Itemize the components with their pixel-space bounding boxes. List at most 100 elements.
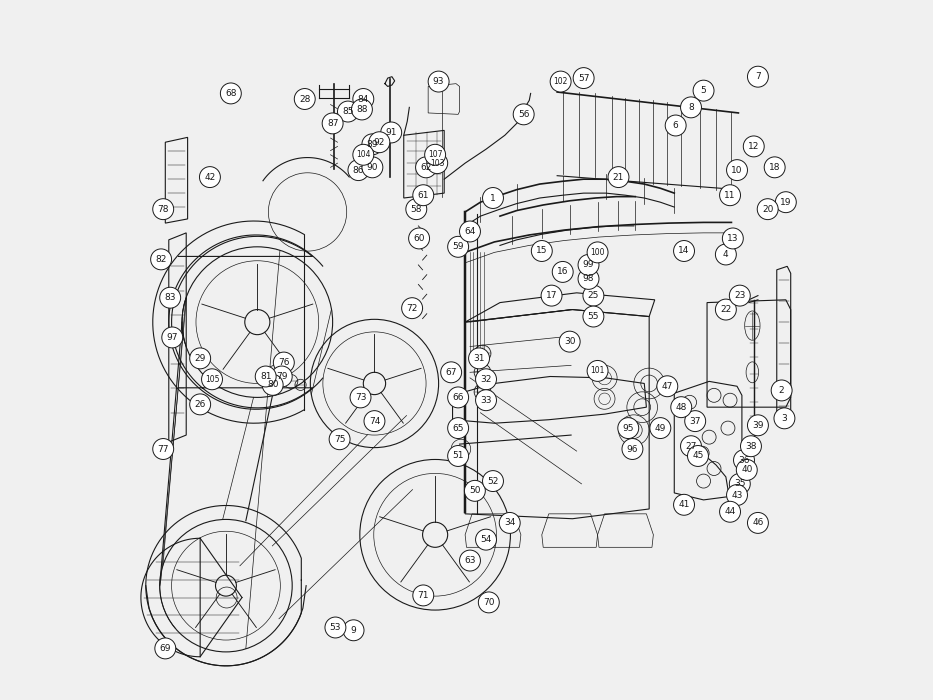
Text: 34: 34 (504, 519, 515, 527)
Circle shape (406, 199, 426, 220)
Text: 18: 18 (769, 163, 780, 172)
Text: 80: 80 (267, 380, 278, 389)
Circle shape (256, 366, 276, 387)
Text: 64: 64 (465, 227, 476, 236)
Circle shape (674, 241, 694, 262)
Circle shape (415, 157, 437, 178)
Circle shape (426, 153, 448, 174)
Text: 26: 26 (194, 400, 206, 409)
Circle shape (531, 241, 552, 262)
Circle shape (364, 411, 385, 432)
Circle shape (409, 228, 429, 249)
Text: 69: 69 (160, 644, 171, 653)
Text: 68: 68 (225, 89, 237, 98)
Text: 42: 42 (204, 173, 216, 181)
Circle shape (772, 380, 792, 401)
Text: 98: 98 (583, 274, 594, 284)
Circle shape (381, 122, 402, 143)
Circle shape (362, 157, 383, 178)
Text: 72: 72 (407, 304, 418, 313)
Circle shape (764, 157, 786, 178)
Text: 60: 60 (413, 234, 425, 243)
Text: 20: 20 (762, 204, 773, 214)
Text: 63: 63 (465, 556, 476, 565)
Circle shape (412, 585, 434, 606)
Circle shape (578, 268, 599, 289)
Circle shape (343, 620, 364, 640)
Text: 12: 12 (748, 142, 759, 151)
Circle shape (573, 68, 594, 88)
Text: 91: 91 (385, 128, 397, 137)
Circle shape (541, 285, 562, 306)
Text: 65: 65 (453, 424, 464, 433)
Text: 79: 79 (276, 372, 287, 381)
Circle shape (329, 429, 350, 449)
Text: 86: 86 (353, 166, 364, 174)
Text: 59: 59 (453, 242, 464, 251)
Circle shape (153, 199, 174, 220)
Text: 44: 44 (724, 508, 736, 517)
Circle shape (353, 88, 374, 109)
Text: 11: 11 (724, 190, 736, 199)
Circle shape (747, 415, 769, 436)
Circle shape (262, 374, 283, 395)
Circle shape (200, 167, 220, 188)
Text: 45: 45 (692, 452, 703, 461)
Circle shape (352, 99, 372, 120)
Text: 32: 32 (480, 374, 492, 384)
Circle shape (348, 160, 369, 181)
Circle shape (448, 418, 468, 438)
Circle shape (428, 71, 449, 92)
Text: 107: 107 (428, 150, 442, 160)
Circle shape (468, 348, 490, 369)
Text: 81: 81 (260, 372, 272, 381)
Circle shape (153, 438, 174, 459)
Text: 16: 16 (557, 267, 568, 276)
Text: 104: 104 (356, 150, 370, 160)
Circle shape (665, 115, 686, 136)
Text: 66: 66 (453, 393, 464, 402)
Text: 54: 54 (480, 535, 492, 544)
Text: 15: 15 (536, 246, 548, 256)
Circle shape (747, 512, 769, 533)
Text: 7: 7 (755, 72, 760, 81)
Text: 25: 25 (588, 291, 599, 300)
Circle shape (160, 287, 181, 308)
Circle shape (583, 285, 604, 306)
Text: 49: 49 (655, 424, 666, 433)
Text: 73: 73 (355, 393, 367, 402)
Circle shape (150, 249, 172, 270)
Text: 3: 3 (782, 414, 787, 423)
Circle shape (716, 299, 736, 320)
Text: 62: 62 (421, 163, 432, 172)
Text: 41: 41 (678, 500, 689, 510)
Circle shape (680, 436, 702, 456)
Circle shape (294, 88, 315, 109)
Circle shape (657, 376, 677, 397)
Circle shape (719, 185, 741, 206)
Circle shape (273, 352, 294, 373)
Circle shape (322, 113, 343, 134)
Text: 82: 82 (156, 255, 167, 264)
Circle shape (775, 192, 796, 213)
Text: 102: 102 (553, 77, 568, 86)
Circle shape (476, 529, 496, 550)
Text: 5: 5 (701, 86, 706, 95)
Text: 52: 52 (487, 477, 498, 486)
Circle shape (476, 369, 496, 390)
Text: 78: 78 (158, 204, 169, 214)
Circle shape (671, 397, 691, 418)
Text: 77: 77 (158, 444, 169, 454)
Circle shape (189, 348, 211, 369)
Circle shape (758, 199, 778, 220)
Text: 74: 74 (369, 416, 380, 426)
Text: 31: 31 (473, 354, 485, 363)
Text: 67: 67 (445, 368, 457, 377)
Circle shape (338, 101, 358, 122)
Circle shape (499, 512, 521, 533)
Circle shape (559, 331, 580, 352)
Circle shape (741, 436, 761, 456)
Text: 6: 6 (673, 121, 678, 130)
Text: 96: 96 (627, 444, 638, 454)
Text: 29: 29 (194, 354, 206, 363)
